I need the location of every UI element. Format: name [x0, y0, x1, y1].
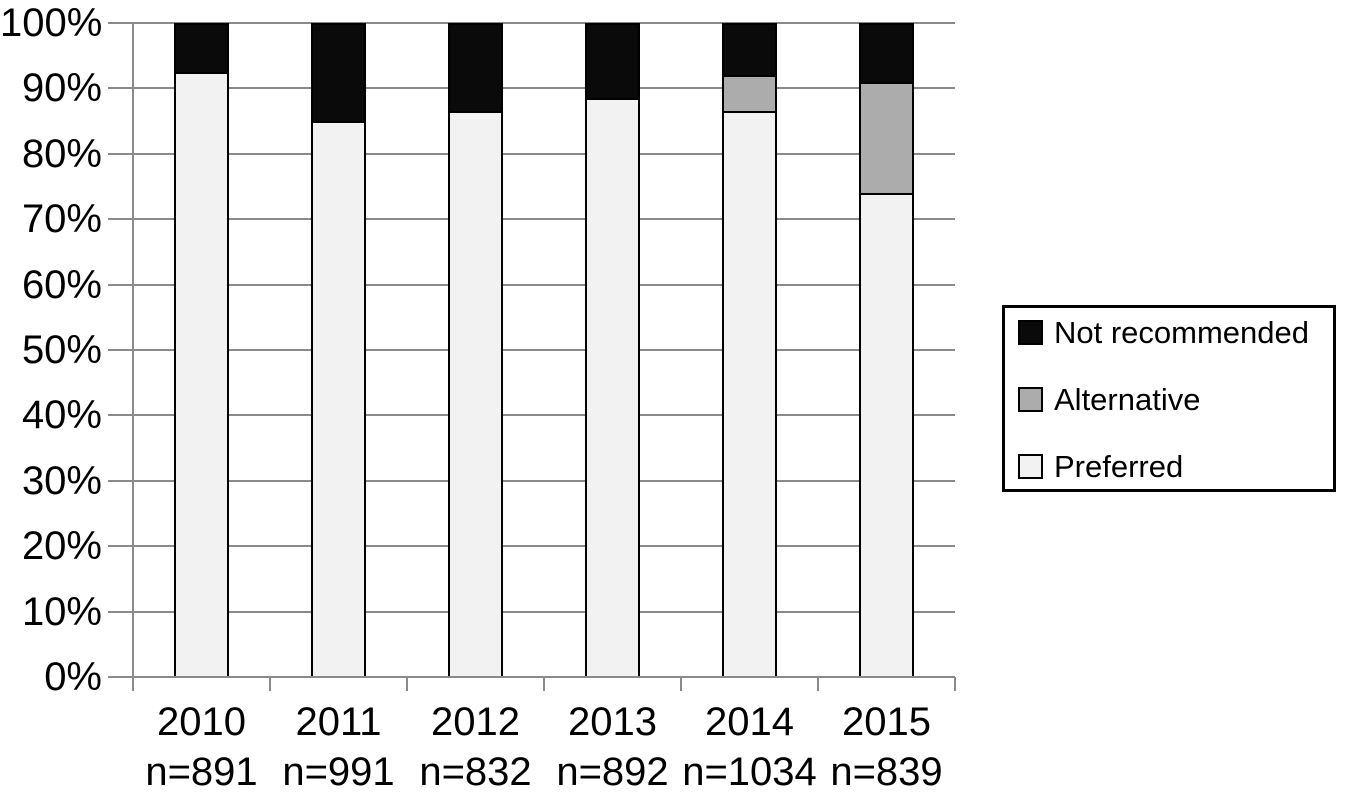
legend: Not recommended Alternative Preferred: [1002, 305, 1336, 492]
x-axis-category-label: 2010: [157, 700, 246, 744]
gridline-30%: [108, 479, 955, 482]
legend-swatch-preferred-icon: [1018, 454, 1043, 479]
bar-2011: [311, 23, 366, 677]
gridline-60%: [108, 283, 955, 286]
x-axis-n-label: n=839: [830, 750, 943, 794]
bar-2015: [859, 23, 914, 677]
y-axis-tick-label: 90%: [21, 66, 102, 111]
gridline-100%: [108, 22, 955, 24]
legend-label-not-recommended: Not recommended: [1054, 315, 1310, 350]
bar-segment-not-recommended-2014: [724, 25, 775, 78]
y-axis-tick-label: 10%: [21, 589, 102, 634]
x-axis-n-label: n=892: [556, 750, 669, 794]
gridline-10%: [108, 610, 955, 613]
x-axis-category-label: 2013: [568, 700, 657, 744]
bar-segment-preferred-2011: [313, 122, 364, 677]
legend-swatch-not-recommended-icon: [1018, 320, 1043, 345]
bar-segment-not-recommended-2010: [176, 25, 227, 74]
y-axis-tick-label: 100%: [0, 1, 103, 45]
x-axis-tick: [954, 677, 956, 691]
gridline-90%: [108, 87, 955, 90]
bar-2012: [448, 23, 503, 677]
gridline-50%: [108, 349, 955, 351]
bar-segment-not-recommended-2015: [861, 25, 912, 84]
y-axis-tick-label: 40%: [21, 393, 102, 438]
legend-row-preferred: Preferred: [1018, 449, 1325, 484]
x-axis-tick: [817, 677, 819, 691]
bar-segment-preferred-2014: [724, 113, 775, 677]
legend-swatch-alternative-icon: [1018, 387, 1043, 412]
x-axis-tick: [680, 677, 682, 691]
bar-segment-preferred-2015: [861, 194, 912, 677]
bar-segment-alternative-2015: [861, 83, 912, 195]
bar-2010: [174, 23, 229, 677]
bar-segment-not-recommended-2012: [450, 25, 501, 114]
x-axis-n-label: n=991: [282, 750, 395, 794]
gridline-70%: [108, 218, 955, 221]
gridline-80%: [108, 152, 955, 155]
x-axis-tick: [269, 677, 271, 691]
legend-label-preferred: Preferred: [1054, 449, 1184, 484]
bar-segment-not-recommended-2013: [587, 25, 638, 100]
y-axis-tick-label: 70%: [21, 197, 102, 242]
bar-segment-not-recommended-2011: [313, 25, 364, 123]
bar-segment-alternative-2014: [724, 77, 775, 114]
x-axis-n-label: n=1034: [682, 750, 817, 794]
gridline-0%: [108, 676, 955, 678]
x-axis-n-label: n=832: [419, 750, 532, 794]
y-axis-tick-label: 60%: [21, 262, 102, 307]
legend-row-not-recommended: Not recommended: [1018, 315, 1325, 350]
bar-2013: [585, 23, 640, 677]
legend-row-alternative: Alternative: [1018, 382, 1325, 417]
x-axis-category-label: 2012: [431, 700, 520, 744]
x-axis-category-label: 2011: [295, 700, 382, 744]
x-axis-tick: [543, 677, 545, 691]
gridline-40%: [108, 414, 955, 417]
legend-label-alternative: Alternative: [1054, 382, 1201, 417]
bar-2014: [722, 23, 777, 677]
x-axis-tick: [406, 677, 408, 691]
bar-segment-preferred-2010: [176, 73, 227, 677]
x-axis-n-label: n=891: [145, 750, 258, 794]
x-axis-category-label: 2015: [842, 700, 931, 744]
x-axis-category-label: 2014: [705, 700, 794, 744]
y-axis-tick-label: 20%: [21, 524, 102, 569]
y-axis-tick-label: 50%: [21, 328, 102, 372]
x-axis-tick: [132, 677, 134, 691]
y-axis-line: [132, 23, 134, 691]
bar-segment-preferred-2012: [450, 113, 501, 677]
bar-segment-preferred-2013: [587, 99, 638, 677]
y-axis-tick-label: 0%: [44, 655, 102, 699]
y-axis-tick-label: 80%: [21, 131, 102, 176]
y-axis-tick-label: 30%: [21, 458, 102, 503]
gridline-20%: [108, 545, 955, 548]
